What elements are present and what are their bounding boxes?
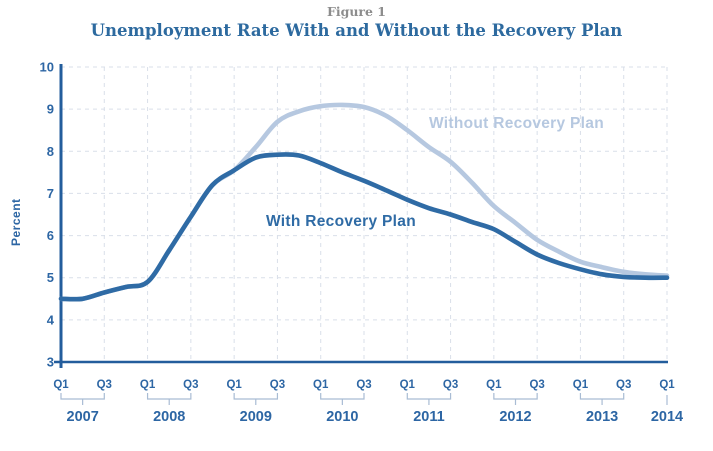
year-label: 2012 [499,409,531,425]
year-bracket [146,393,192,405]
x-quarter-label: Q1 [486,379,502,391]
year-bracket [493,393,538,405]
y-tick-label: 7 [47,186,54,201]
x-quarter-label: Q1 [313,379,329,391]
year-label: 2007 [67,409,99,425]
year-label: 2009 [240,409,272,425]
x-quarter-label: Q3 [443,379,458,391]
data-lines-group [58,102,670,302]
year-bracket [406,393,452,405]
year-bracket [579,393,625,405]
year-bracket [320,393,365,405]
year-label: 2014 [651,409,683,425]
without-recovery-plan-label: Without Recovery Plan [429,115,604,132]
x-quarter-label: Q3 [529,379,544,391]
x-quarter-label: Q1 [226,379,242,391]
y-tick-label: 3 [47,355,54,370]
x-quarter-label: Q1 [573,379,589,391]
x-quarter-label: Q3 [97,379,112,391]
x-quarter-label: Q3 [616,379,631,391]
x-quarter-label: Q1 [140,379,156,391]
x-quarter-label: Q1 [53,379,69,391]
year-label: 2011 [413,409,444,425]
gridlines-group [61,66,668,362]
year-label: 2013 [586,409,618,425]
with-recovery-plan-label: With Recovery Plan [266,213,416,230]
year-label: 2008 [153,409,185,425]
figure-number-label: Figure 1 [326,4,387,19]
x-quarter-label: Q1 [400,379,416,391]
x-quarter-label: Q3 [356,379,371,391]
chart-title: Unemployment Rate With and Without the R… [90,21,623,40]
axes-group [54,64,668,368]
year-label: 2010 [326,409,358,425]
x-quarter-label: Q3 [183,379,198,391]
y-tick-label: 8 [47,144,54,159]
y-tick-label: 5 [47,270,54,285]
year-bracket [233,393,279,405]
year-bracket [60,393,105,405]
with-recovery-plan-line [58,152,670,302]
axis-labels-group: 3 4 5 6 7 8 9 10 Q1 Q3 2007 Q1 Q3 2008 Q1 Q3 2009 Q1 Q3 201… [40,60,684,426]
y-tick-label: 10 [40,60,54,75]
y-tick-label: 4 [47,312,55,327]
x-quarter-label: Q3 [270,379,285,391]
y-axis-title: Percent [9,198,23,246]
y-tick-label: 6 [47,228,54,243]
y-tick-label: 9 [47,102,54,117]
x-quarter-label: Q1 [659,379,675,391]
